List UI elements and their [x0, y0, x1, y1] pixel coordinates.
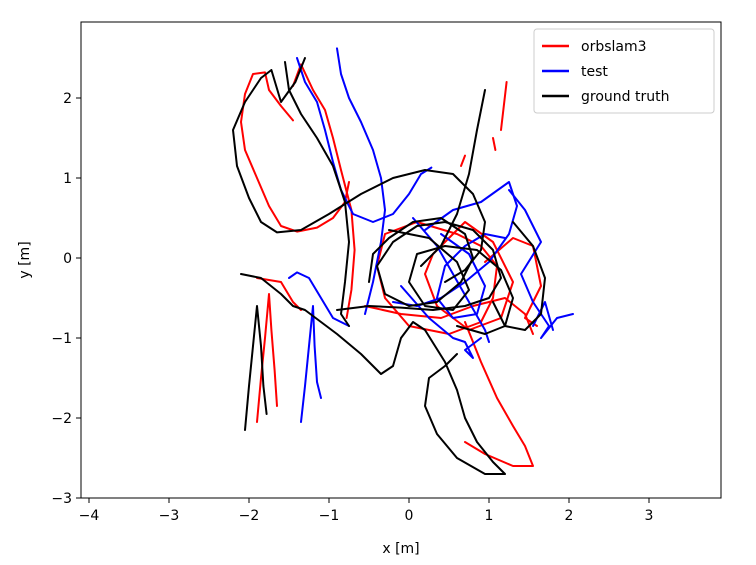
x-axis-label: x [m]: [382, 541, 419, 557]
series-line-ground-truth-6: [388, 229, 514, 335]
series-line-orbslam3-3: [256, 293, 278, 423]
y-axis-label: y [m]: [17, 241, 33, 278]
series-line-test-3: [300, 305, 322, 423]
series-line-ground-truth-4: [336, 217, 502, 311]
series-line-orbslam3-8: [484, 237, 542, 327]
series-layer: [232, 47, 574, 475]
series-line-ground-truth-3: [244, 305, 268, 431]
legend: orbslam3 test ground truth: [533, 28, 715, 114]
legend-label: orbslam3: [581, 39, 647, 55]
series-ground-truth: [232, 57, 546, 475]
series-line-orbslam3-5: [364, 297, 534, 335]
series-line-test-0: [336, 47, 386, 315]
series-line-ground-truth-5: [420, 89, 486, 267]
y-tick-label: −2: [51, 411, 72, 427]
x-tick-label: −3: [159, 508, 180, 524]
series-line-orbslam3-2: [256, 277, 302, 311]
y-tick-label: 2: [63, 91, 72, 107]
legend-label: ground truth: [581, 89, 669, 105]
y-tick-label: −1: [51, 331, 72, 347]
x-tick-label: 3: [645, 508, 654, 524]
legend-label: test: [581, 64, 608, 80]
y-tick-label: 0: [63, 251, 72, 267]
series-line-test-4: [392, 181, 518, 307]
series-line-test-2: [288, 271, 350, 327]
y-tick-label: 1: [63, 171, 72, 187]
series-line-orbslam3-0: [240, 71, 350, 233]
series-line-ground-truth-7: [492, 221, 546, 331]
x-tick-label: −4: [79, 508, 100, 524]
x-tick-label: 2: [565, 508, 574, 524]
series-line-orbslam3-6: [464, 321, 534, 467]
series-line-orbslam3-11: [492, 137, 497, 151]
x-axis: −4 −3 −2 −1 0 1 2 3: [79, 498, 654, 524]
series-line-ground-truth-0: [232, 57, 486, 283]
plot-area-frame: [80, 21, 722, 499]
series-orbslam3: [240, 63, 542, 467]
series-line-orbslam3-1: [292, 63, 356, 319]
series-line-ground-truth-2: [240, 273, 506, 475]
series-line-orbslam3-10: [500, 81, 508, 131]
x-tick-label: −2: [239, 508, 260, 524]
x-tick-label: 0: [405, 508, 414, 524]
x-tick-label: −1: [319, 508, 340, 524]
series-line-ground-truth-1: [284, 61, 350, 327]
series-line-test-7: [400, 285, 482, 359]
y-axis: −3 −2 −1 0 1 2: [51, 91, 81, 507]
legend-box: [533, 28, 715, 114]
y-tick-label: −3: [51, 491, 72, 507]
x-tick-label: 1: [485, 508, 494, 524]
series-line-orbslam3-9: [460, 154, 466, 167]
